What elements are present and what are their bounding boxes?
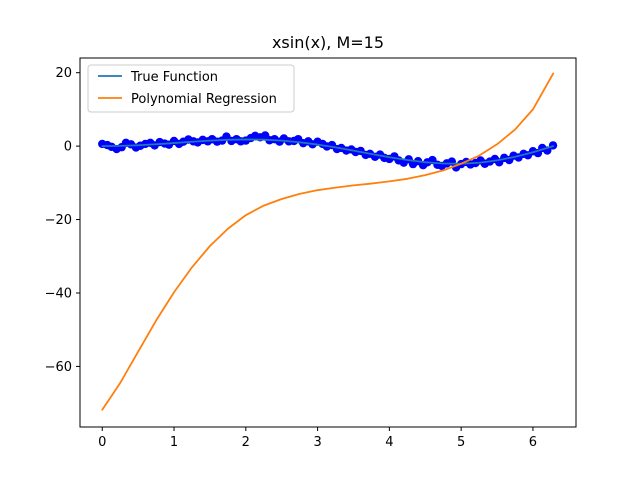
legend-label-true-function: True Function xyxy=(130,70,218,85)
y-tick-label: −20 xyxy=(45,213,72,228)
y-tick-label: 20 xyxy=(55,66,72,81)
x-tick-label: 4 xyxy=(385,435,393,450)
x-tick-label: 2 xyxy=(242,435,250,450)
plot-content xyxy=(98,72,558,411)
y-tick-label: −40 xyxy=(45,286,72,301)
series-line-polynomial-regression xyxy=(101,72,555,411)
axes-frame xyxy=(79,57,577,428)
chart-title: xsin(x), M=15 xyxy=(272,33,384,52)
x-axis: 0 1 2 3 4 5 6 xyxy=(98,427,537,450)
legend-box xyxy=(87,64,295,113)
series-line-true-function xyxy=(101,138,555,165)
x-tick-label: 6 xyxy=(529,435,537,450)
y-tick-label: 0 xyxy=(64,140,72,155)
x-tick-label: 0 xyxy=(98,435,106,450)
legend-label-polynomial-regression: Polynomial Regression xyxy=(131,92,277,107)
y-tick-label: −60 xyxy=(45,360,72,375)
x-tick-label: 3 xyxy=(313,435,321,450)
legend: True Function Polynomial Regression xyxy=(87,64,295,113)
y-axis: 20 0 −20 −40 −60 xyxy=(45,66,80,375)
x-tick-label: 5 xyxy=(457,435,465,450)
x-tick-label: 1 xyxy=(170,435,178,450)
